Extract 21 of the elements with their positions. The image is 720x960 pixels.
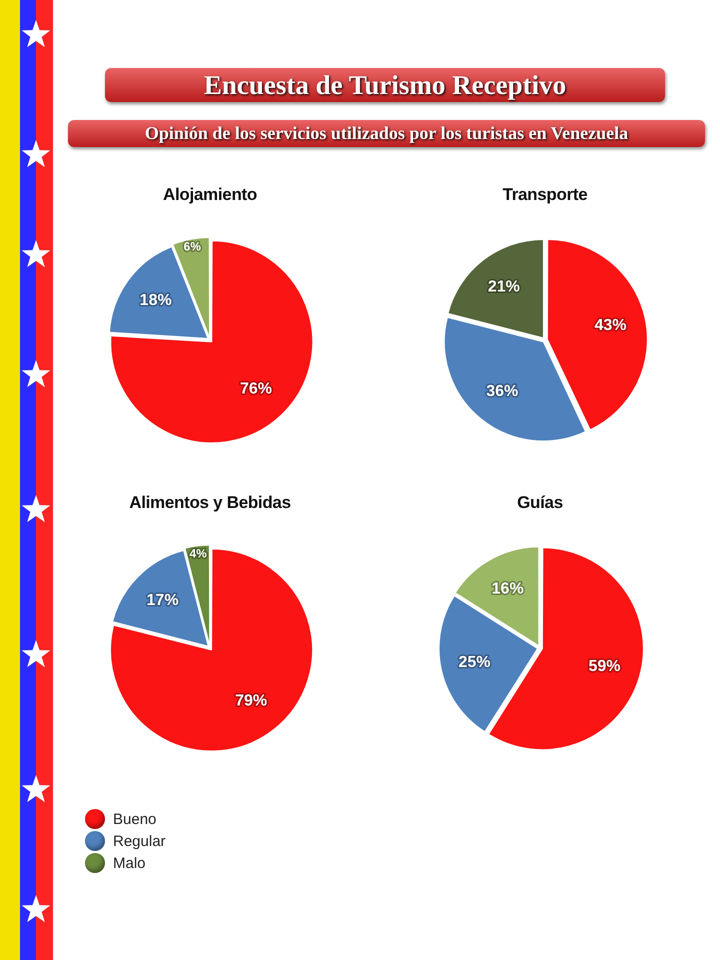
- data-label: 16%: [492, 580, 524, 598]
- legend-label: Malo: [113, 854, 146, 872]
- chart-title: Alojamiento: [162, 184, 258, 206]
- data-label: 76%: [240, 380, 272, 398]
- data-label: 79%: [235, 692, 268, 710]
- chart-title: Guías: [516, 492, 564, 514]
- data-label: 4%: [189, 546, 208, 560]
- data-label: 6%: [184, 239, 202, 254]
- data-label: 18%: [140, 292, 172, 309]
- text: Encuesta de Turismo Receptivo: [105, 68, 665, 102]
- data-label: 36%: [486, 383, 518, 400]
- data-label: 43%: [594, 316, 627, 334]
- chart-title: Transporte: [502, 184, 588, 206]
- data-label: 17%: [146, 592, 179, 609]
- data-label: 59%: [588, 658, 620, 676]
- chart-title: Alimentos y Bebidas: [128, 492, 292, 514]
- legend-label: Bueno: [113, 810, 156, 828]
- text: Opinión de los servicios utilizados por los turistas en Venezuela: [68, 120, 705, 147]
- data-label: 25%: [458, 654, 490, 672]
- data-label: 21%: [488, 278, 520, 296]
- legend-label: Regular: [113, 832, 166, 850]
